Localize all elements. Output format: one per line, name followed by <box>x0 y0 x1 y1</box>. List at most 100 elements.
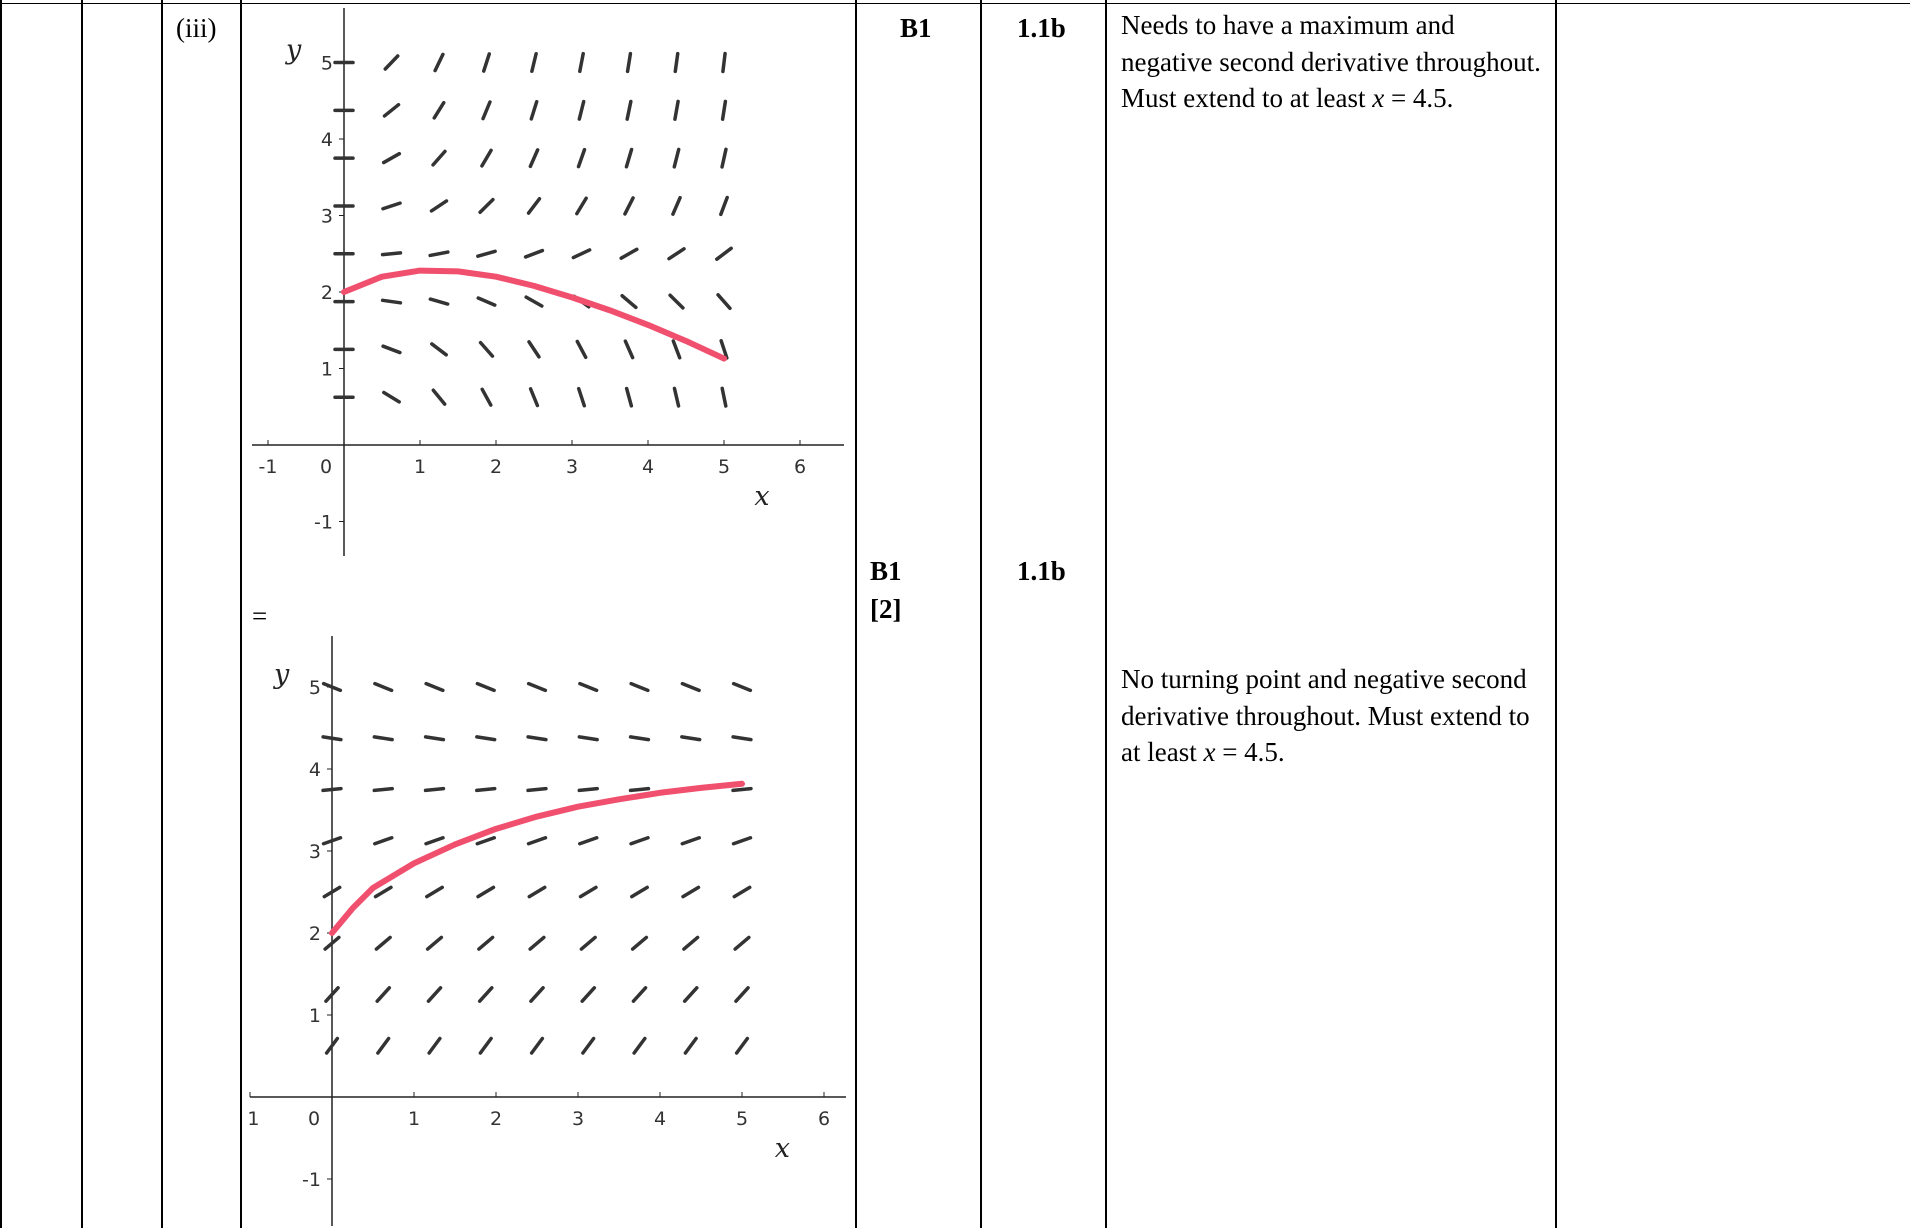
slope-segment <box>577 786 599 793</box>
slope-segment <box>527 885 547 899</box>
x-tick-label: 2 <box>490 1108 502 1130</box>
slope-segment <box>372 735 394 742</box>
slope-segment <box>324 986 340 1003</box>
slope-segment <box>571 248 592 260</box>
slope-segment <box>620 293 638 310</box>
slope-segment <box>480 387 493 407</box>
slope-segment <box>475 836 496 846</box>
slope-segment <box>528 387 540 408</box>
slope-segment <box>427 1036 442 1055</box>
x-tick-label: -1 <box>259 456 278 478</box>
slope-segment <box>373 681 394 693</box>
slope-segment <box>720 147 728 169</box>
table-column-divider <box>855 0 857 1228</box>
slope-segment <box>526 735 548 742</box>
table-column-divider <box>980 0 982 1228</box>
slope-segment <box>321 735 343 742</box>
guidance-variable: x <box>1372 83 1385 113</box>
guidance-text: Needs to have a maximum and negative sec… <box>1121 10 1541 113</box>
slope-segment <box>680 735 702 742</box>
slope-segment <box>374 935 392 951</box>
slope-segment <box>623 196 635 216</box>
slope-segment <box>477 935 495 951</box>
slope-segment <box>719 339 729 360</box>
table-top-border <box>0 3 1910 4</box>
slope-segment <box>383 54 400 71</box>
x-tick-label: 0 <box>308 1108 320 1130</box>
x-tick-label: 2 <box>490 456 502 478</box>
slope-segment <box>624 147 634 169</box>
slope-segment <box>424 681 445 693</box>
slope-segment <box>423 735 446 742</box>
slope-segment <box>526 197 542 215</box>
table-column-divider <box>1105 0 1107 1228</box>
slope-segment <box>528 935 546 951</box>
slope-segment <box>524 295 544 308</box>
table-column-divider <box>81 0 83 1228</box>
separator-mark: = <box>252 601 268 631</box>
slope-segment <box>529 99 539 121</box>
mark-b1-second: B1 <box>870 556 902 586</box>
slope-segment <box>477 986 494 1003</box>
y-tick-label: 3 <box>321 206 333 228</box>
slope-segment <box>629 681 650 693</box>
slope-segment <box>578 885 598 899</box>
guidance-text: No turning point and negative second der… <box>1121 664 1530 767</box>
slope-segment <box>731 735 753 742</box>
slope-segment <box>429 199 449 213</box>
slope-segment <box>720 99 728 121</box>
slope-segment <box>321 681 343 693</box>
slope-segment <box>321 786 343 793</box>
slope-segment <box>425 885 444 899</box>
slope-segment <box>381 201 402 211</box>
y-tick-label: 5 <box>321 53 333 75</box>
slope-segment <box>681 885 701 899</box>
slope-segment <box>580 986 597 1003</box>
slope-segment <box>431 388 447 406</box>
table-border-left <box>0 0 2 1228</box>
slope-segment <box>481 52 492 73</box>
slope-segment <box>324 1036 340 1055</box>
slope-segment <box>375 986 392 1003</box>
slope-segment <box>578 681 599 693</box>
slope-segment <box>631 986 648 1003</box>
ao-code-second: 1.1b <box>1017 556 1066 586</box>
y-axis-label: y <box>273 659 290 690</box>
slope-segment <box>476 249 497 258</box>
slope-segment <box>428 297 450 306</box>
guidance-tail: = 4.5. <box>1215 737 1285 767</box>
slope-segment <box>475 681 496 693</box>
y-tick-label: 3 <box>309 841 321 863</box>
y-tick-label: 2 <box>321 282 333 304</box>
slope-segment <box>716 293 732 311</box>
y-tick-label: 1 <box>309 1005 321 1027</box>
slope-segment <box>680 836 701 846</box>
slope-segment <box>624 386 634 408</box>
slope-segment <box>526 786 548 793</box>
mark-b1-first: B1 <box>900 13 932 43</box>
slope-segment <box>529 986 545 1003</box>
slope-segment <box>523 248 545 259</box>
slope-segment <box>576 386 587 408</box>
slope-segment <box>321 836 343 846</box>
slope-segment <box>576 147 587 169</box>
solution-curve <box>341 267 727 362</box>
slope-segment <box>424 836 445 846</box>
slope-segment <box>323 935 341 951</box>
slope-segment <box>426 986 443 1003</box>
ao-code-first: 1.1b <box>1017 13 1066 43</box>
slope-segment <box>431 149 447 167</box>
slope-segment <box>682 935 700 951</box>
slope-segment <box>733 935 751 951</box>
guidance-note-first: Needs to have a maximum and negative sec… <box>1121 7 1546 117</box>
slope-segment <box>432 100 446 120</box>
x-tick-label: 4 <box>654 1108 666 1130</box>
slope-segment <box>623 339 635 360</box>
slope-segment <box>732 885 752 899</box>
slope-segment <box>581 1036 596 1055</box>
slope-segment <box>721 51 727 74</box>
slope-segment <box>682 986 699 1003</box>
slope-segment <box>720 386 728 408</box>
slope-segment <box>528 148 540 169</box>
slope-segment <box>481 100 492 121</box>
